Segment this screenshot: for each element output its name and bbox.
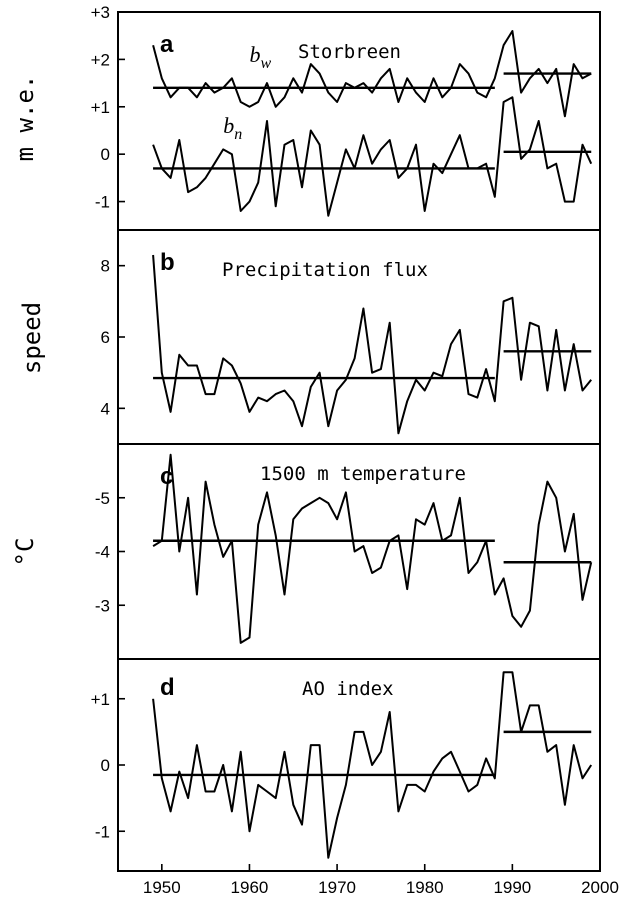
series-label-bn: bn: [223, 113, 242, 143]
series-line-a-bw: [152, 30, 592, 118]
panel-b-ylabel: speed: [18, 302, 46, 374]
series-label-bw-base: b: [250, 42, 261, 67]
panel-d-xticks: 1950 1960 1970 1980 1990 2000: [143, 864, 619, 897]
panel-b-ytick-label: 8: [101, 257, 110, 276]
panel-d-plot: [152, 671, 593, 859]
panel-d-ytick-label: +1: [91, 690, 110, 709]
series-label-bn-sub: n: [234, 126, 242, 143]
panel-b-ytick-label: 4: [101, 399, 110, 418]
series-line-b: [152, 254, 592, 435]
panel-a-ytick-label: +2: [91, 50, 110, 69]
panel-c-yticks: -5 -4 -3: [95, 489, 125, 615]
panel-c-ytick-label: -4: [95, 543, 110, 562]
panel-b-letter: b: [160, 249, 175, 276]
panel-a-ytick-label: 0: [101, 145, 110, 164]
x-axis-tick-label: 1990: [493, 878, 531, 897]
panel-d-title: AO index: [302, 678, 394, 700]
series-line-a-bn: [152, 96, 593, 217]
x-axis-tick-label: 1970: [318, 878, 356, 897]
panel-a-title: Storbreen: [298, 41, 401, 63]
panel-d: -1 0 +1 1950 1960 1970 1980 1990 2000 d AO inde…: [91, 658, 619, 897]
panel-c-letter: c: [160, 463, 173, 490]
panel-b-yticks: 4 6 8: [101, 257, 125, 418]
panel-b-ytick-label: 6: [101, 328, 110, 347]
panel-a-ytick-label: -1: [95, 193, 110, 212]
x-axis-tick-label: 1980: [406, 878, 444, 897]
panel-b-plot: [152, 254, 592, 435]
series-line-c: [152, 453, 593, 644]
panel-c-plot: [152, 453, 593, 644]
panel-a-ylabel: m w.e.: [11, 75, 39, 162]
panel-d-letter: d: [160, 674, 175, 701]
x-axis-tick-label: 1960: [231, 878, 269, 897]
panel-c-title: 1500 m temperature: [260, 463, 466, 485]
panel-a-plot: [152, 30, 593, 217]
panel-c: -5 -4 -3 c 1500 m temperature °C: [11, 443, 601, 660]
panel-a: -10+1+2+3 a Storbreen m w.e. bw bn: [11, 3, 601, 231]
panel-a-letter: a: [160, 31, 174, 58]
panel-d-ytick-label: 0: [101, 756, 110, 775]
panel-b: 4 6 8 b Precipitation flux speed: [18, 229, 601, 445]
panel-a-yticks: -1 0 +1 +2 +3: [91, 3, 125, 212]
series-label-bw: bw: [250, 42, 272, 72]
panel-b-title: Precipitation flux: [222, 259, 428, 281]
x-axis-tick-label: 2000: [581, 878, 619, 897]
panel-a-ytick-label: +3: [91, 3, 110, 22]
panel-d-yticks: -1 0 +1: [91, 690, 125, 841]
panel-d-ytick-label: -1: [95, 822, 110, 841]
series-line-d: [152, 671, 593, 859]
x-axis-tick-label: 1950: [143, 878, 181, 897]
series-label-bn-base: b: [223, 113, 234, 138]
panel-c-ytick-label: -5: [95, 489, 110, 508]
panel-c-ytick-label: -3: [95, 596, 110, 615]
panel-a-ytick-label: +1: [91, 98, 110, 117]
panel-c-ylabel: °C: [11, 538, 39, 567]
series-label-bw-sub: w: [261, 55, 272, 72]
